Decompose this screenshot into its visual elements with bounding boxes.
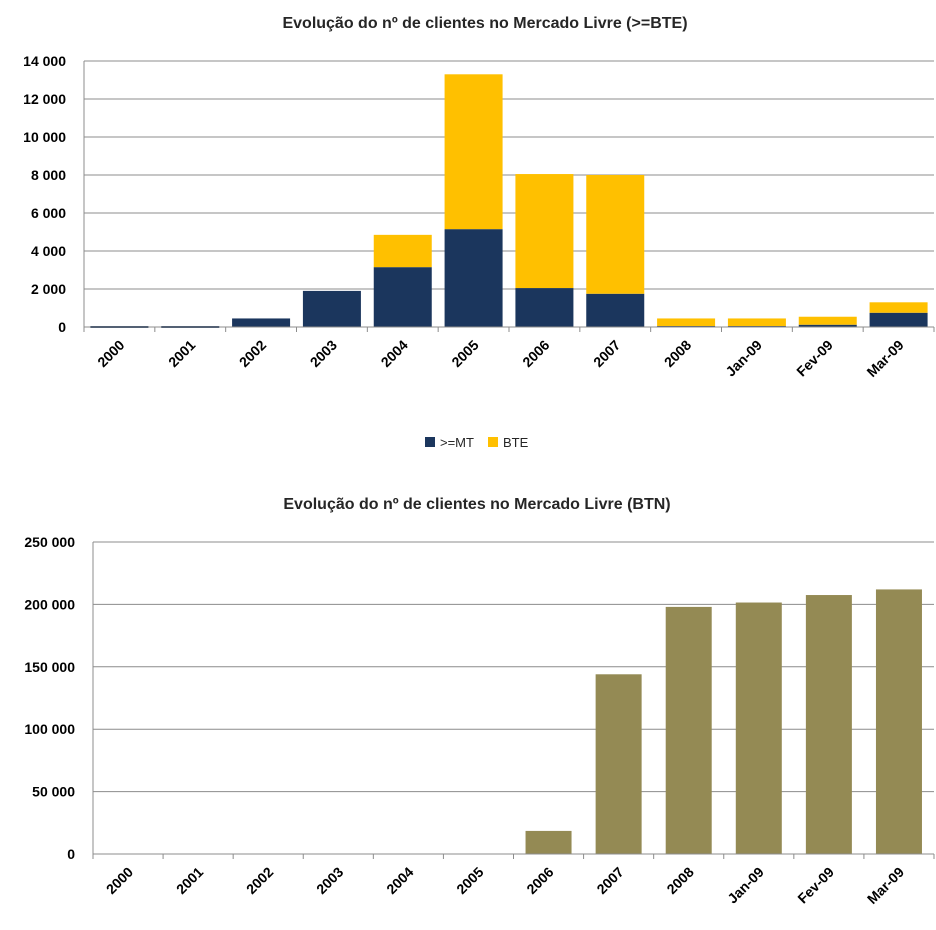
x-tick-label: 2008: [661, 337, 694, 370]
y-tick-label: 14 000: [23, 53, 66, 69]
x-tick-label: 2004: [378, 337, 411, 370]
bar-mt-2002: [232, 318, 291, 327]
x-tick-label: 2002: [236, 337, 269, 370]
y-tick-label: 0: [67, 846, 75, 862]
legend-swatch-mt: [425, 437, 435, 447]
y-tick-label: 250 000: [24, 534, 75, 550]
y-tick-label: 10 000: [23, 129, 66, 145]
bar-mt-2007: [586, 293, 645, 327]
x-tick-label: 2008: [663, 864, 696, 897]
x-tick-label: 2004: [383, 864, 416, 897]
chart-1-x-ticks: 2000 2001 2002 2003 2004 2005 2006 2007 2008 Jan-…: [94, 337, 907, 380]
x-tick-label: 2007: [593, 864, 626, 897]
bar-bte-2008: [657, 318, 716, 327]
bar-mt-2006: [515, 288, 574, 327]
x-tick-label: 2005: [453, 864, 486, 897]
chart-1-bars: [90, 74, 928, 328]
y-tick-label: 8 000: [31, 167, 66, 183]
bar-btn-fev-09: [805, 595, 852, 854]
chart-1-title: Evolução do nº de clientes no Mercado Li…: [282, 15, 687, 32]
bar-mt-mar-09: [869, 312, 928, 327]
x-tick-label: 2001: [165, 337, 198, 370]
y-tick-label: 0: [58, 319, 66, 335]
chart-1-legend: >=MT BTE: [425, 435, 529, 450]
y-tick-label: 12 000: [23, 91, 66, 107]
bar-btn-mar-09: [875, 589, 922, 854]
x-tick-label: 2003: [307, 337, 340, 370]
bar-mt-2003: [302, 290, 361, 327]
bar-bte-2004: [373, 234, 432, 268]
x-tick-label: Mar-09: [863, 337, 906, 380]
x-tick-label: Jan-09: [722, 337, 765, 380]
legend-label-bte: BTE: [503, 435, 529, 450]
x-tick-label: Jan-09: [724, 864, 767, 907]
chart-1-axes: [83, 61, 935, 332]
bar-mt-fev-09: [798, 324, 857, 327]
y-tick-label: 50 000: [32, 784, 75, 800]
legend-label-mt: >=MT: [440, 435, 474, 450]
x-tick-label: Fev-09: [793, 337, 836, 380]
x-tick-label: Fev-09: [794, 864, 837, 907]
y-tick-label: 4 000: [31, 243, 66, 259]
chart-1-gridlines: [84, 60, 934, 290]
x-tick-label: 2002: [243, 864, 276, 897]
bar-btn-2008: [665, 606, 712, 854]
bar-bte-2007: [586, 175, 645, 294]
chart-2-x-ticks: 2000 2001 2002 2003 2004 2005 2006 2007 2008 Jan-…: [103, 864, 907, 907]
chart-2-axes: [92, 542, 935, 859]
bar-mt-2005: [444, 229, 503, 327]
chart-2-y-ticks: 0 50 000 100 000 150 000 200 000 250 000: [24, 534, 75, 862]
x-tick-label: 2006: [523, 864, 556, 897]
x-tick-label: 2001: [173, 864, 206, 897]
bar-btn-2006: [525, 830, 572, 854]
x-tick-label: 2005: [448, 337, 481, 370]
chart-2-bars: [525, 589, 922, 854]
x-tick-label: 2000: [103, 864, 136, 897]
y-tick-label: 200 000: [24, 596, 75, 612]
y-tick-label: 150 000: [24, 659, 75, 675]
legend-swatch-bte: [488, 437, 498, 447]
x-tick-label: 2000: [94, 337, 127, 370]
y-tick-label: 6 000: [31, 205, 66, 221]
chart-2-title: Evolução do nº de clientes no Mercado Li…: [283, 496, 670, 513]
x-tick-label: 2003: [313, 864, 346, 897]
bar-btn-jan-09: [735, 602, 782, 854]
bar-bte-2006: [515, 174, 574, 289]
chart-1-y-ticks: 0 2 000 4 000 6 000 8 000 10 000 12 000 14 000: [23, 53, 66, 335]
bar-mt-2004: [373, 267, 432, 327]
x-tick-label: 2006: [519, 337, 552, 370]
bar-bte-jan-09: [727, 318, 786, 327]
y-tick-label: 100 000: [24, 721, 75, 737]
y-tick-label: 2 000: [31, 281, 66, 297]
x-tick-label: 2007: [590, 337, 623, 370]
bar-bte-mar-09: [869, 302, 928, 313]
x-tick-label: Mar-09: [864, 864, 907, 907]
bar-bte-fev-09: [798, 316, 857, 325]
bar-btn-2007: [595, 674, 642, 854]
chart-2-gridlines: [93, 541, 934, 793]
bar-bte-2005: [444, 74, 503, 230]
